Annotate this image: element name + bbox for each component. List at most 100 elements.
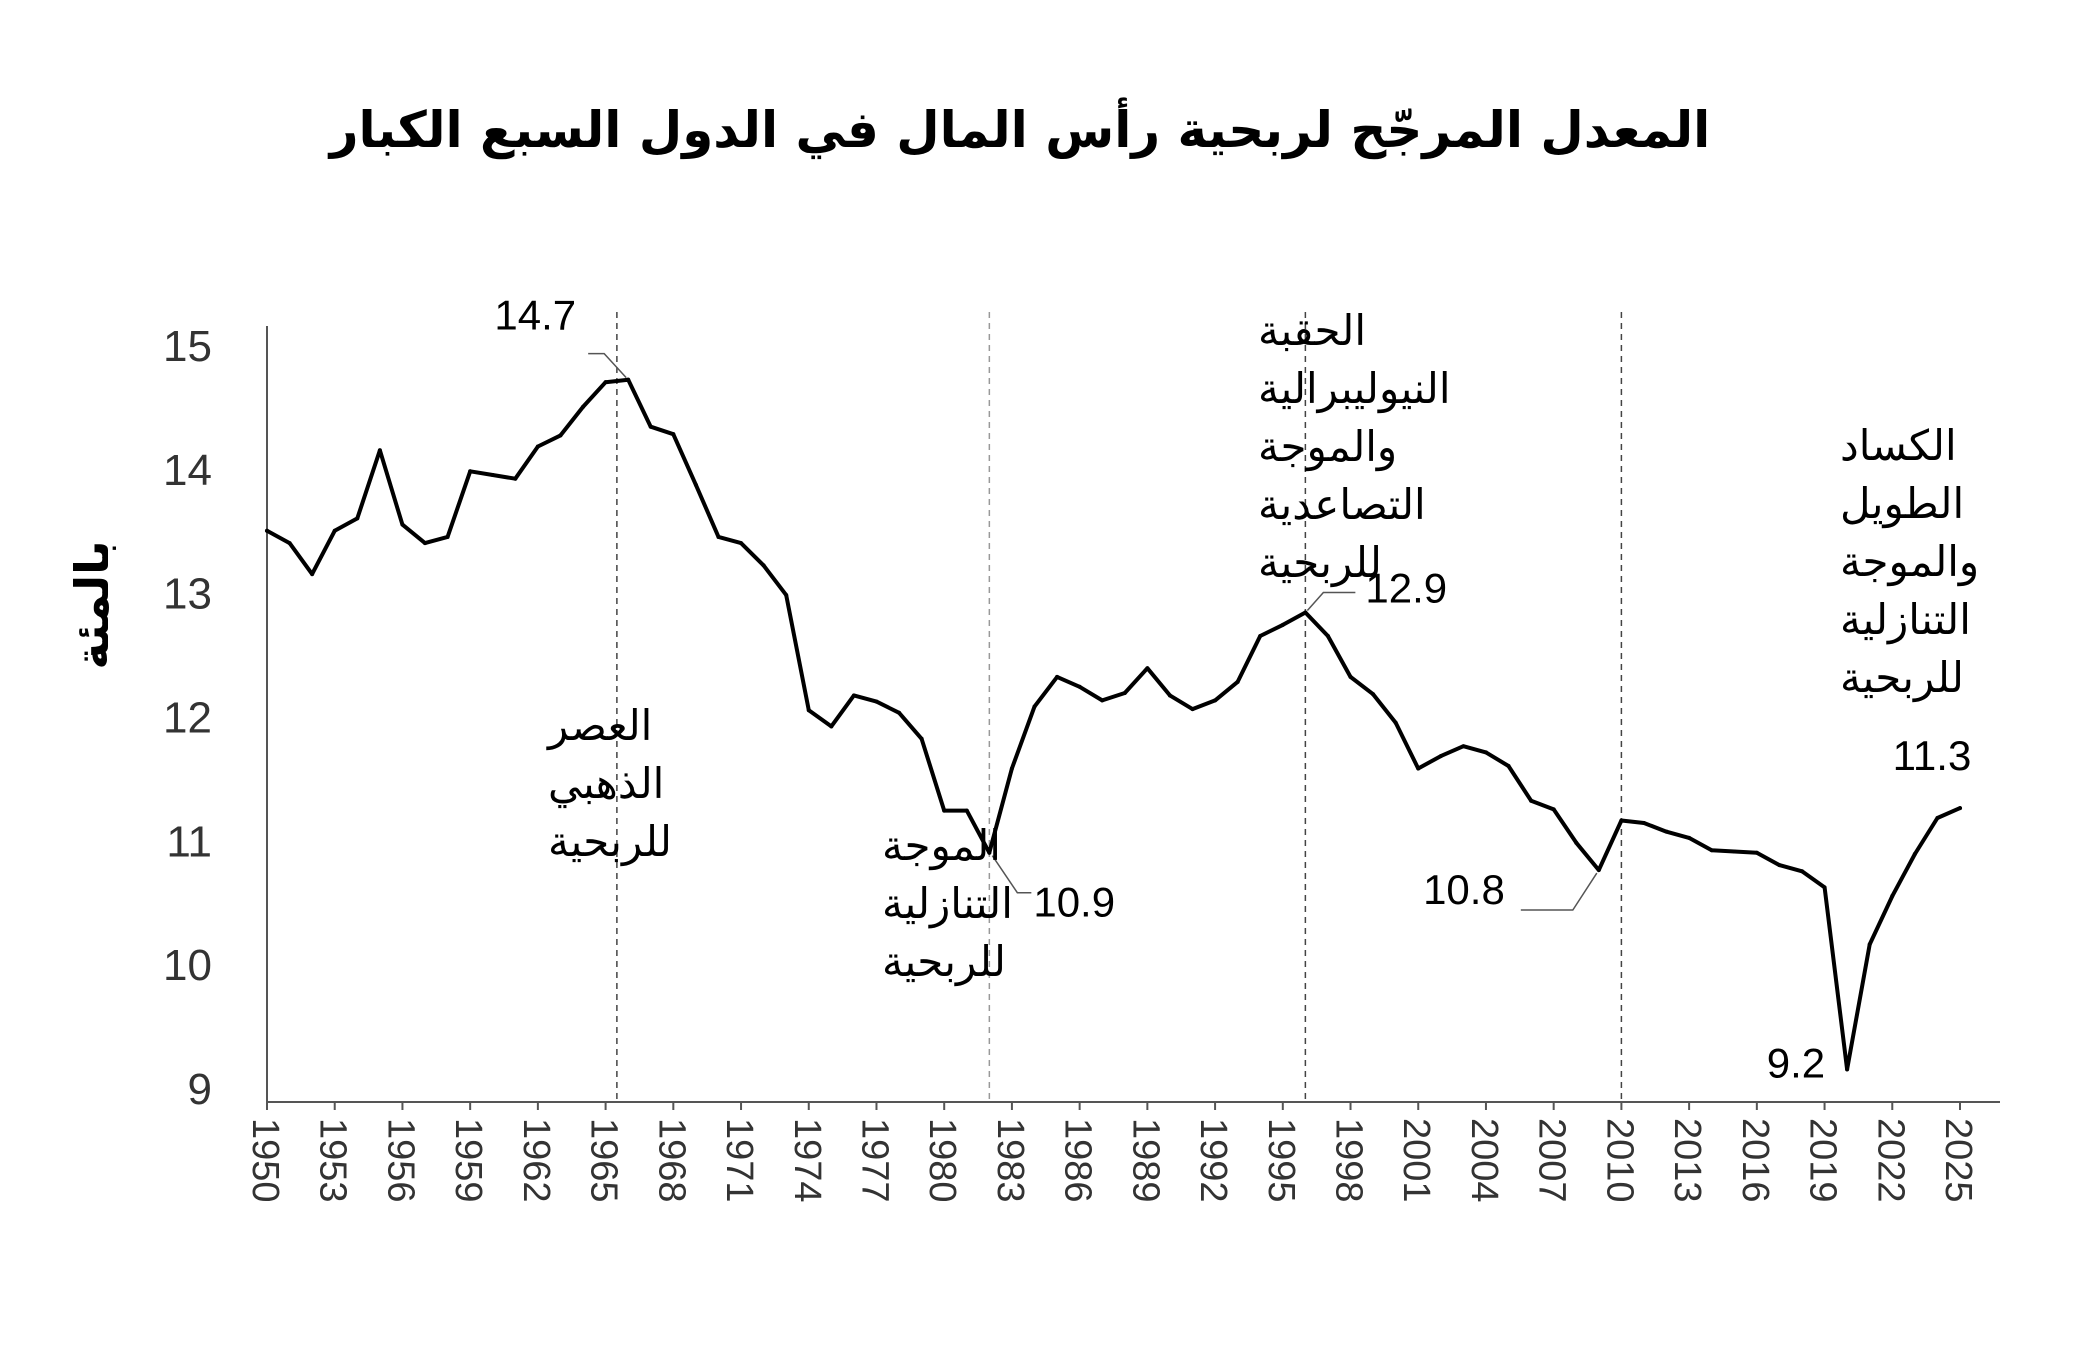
- x-tick-label: 1986: [1057, 1118, 1099, 1203]
- data-point: [1551, 807, 1556, 812]
- data-point: [1055, 674, 1060, 679]
- data-point: [1416, 766, 1421, 771]
- data-label-leader: [991, 855, 1032, 894]
- era-label-line: للربحية: [548, 817, 672, 866]
- y-tick-label: 15: [163, 322, 212, 371]
- x-tick-label: 1956: [379, 1118, 421, 1203]
- y-axis-label: بالمئة: [65, 540, 119, 669]
- data-point: [1122, 690, 1127, 695]
- data-point: [1371, 692, 1376, 697]
- x-tick-label: 1977: [853, 1118, 895, 1203]
- data-point: [1867, 942, 1872, 947]
- era-label: الكساد الطويل والموجة التنازلية للربحية: [1840, 421, 1979, 702]
- data-point: [964, 808, 969, 813]
- data-point: [1145, 666, 1150, 671]
- era-label-line: الطويل: [1840, 479, 1964, 528]
- data-point: [1483, 750, 1488, 755]
- era-dividers: [616, 312, 1623, 1102]
- y-tick-labels: 9 10 11 12 13 14 15: [163, 322, 212, 1114]
- data-label-leader: [1520, 872, 1598, 911]
- data-point: [1754, 850, 1759, 855]
- data-point: [1325, 634, 1330, 639]
- label-leaders: [588, 352, 1598, 911]
- era-label-line: التنازلية: [882, 879, 1013, 928]
- data-point: [310, 572, 315, 577]
- x-tick-label: 1950: [244, 1118, 286, 1203]
- data-point: [919, 736, 924, 741]
- data-point: [558, 433, 563, 438]
- data-point: [1213, 698, 1218, 703]
- data-point: [1619, 818, 1624, 823]
- y-tick-label: 10: [163, 941, 212, 990]
- data-point: [761, 563, 766, 568]
- data-point: [445, 534, 450, 539]
- data-point: [603, 380, 608, 385]
- data-point: [739, 541, 744, 546]
- x-tick-label: 2022: [1869, 1118, 1911, 1203]
- x-tick-label: 1995: [1260, 1118, 1302, 1203]
- data-point: [1100, 698, 1105, 703]
- y-tick-label: 11: [166, 817, 212, 866]
- data-point: [1935, 816, 1940, 821]
- data-point: [1664, 829, 1669, 834]
- era-label-line: للربحية: [1840, 653, 1964, 702]
- data-point: [851, 693, 856, 698]
- data-label: 10.8: [1423, 866, 1505, 913]
- data-point: [1912, 851, 1917, 856]
- data-point: [1732, 849, 1737, 854]
- x-tick-label: 2004: [1463, 1118, 1505, 1203]
- era-annotations: العصر الذهبي للربحية الموجة التنازلية للربحية…: [546, 306, 1979, 986]
- data-point: [1822, 885, 1827, 890]
- era-label-line: الذهبي: [548, 759, 664, 809]
- y-tick-label: 9: [188, 1065, 212, 1114]
- data-point: [942, 808, 947, 813]
- data-point: [1958, 806, 1962, 811]
- era-label-line: والموجة: [1258, 422, 1397, 471]
- data-point: [332, 528, 337, 533]
- data-labels: 14.7 10.9 12.9 10.8 9.2 11.3: [494, 292, 1971, 1087]
- x-tick-label: 1968: [650, 1118, 692, 1203]
- x-tick-label: 1980: [921, 1118, 963, 1203]
- data-point: [513, 476, 518, 481]
- data-point: [1235, 679, 1240, 684]
- era-label: الموجة التنازلية للربحية: [882, 821, 1013, 986]
- data-point: [1529, 798, 1534, 803]
- era-label-line: للربحية: [1258, 538, 1382, 587]
- era-label-line: العصر: [546, 701, 652, 750]
- data-point: [1845, 1067, 1850, 1072]
- data-point: [897, 710, 902, 715]
- data-point: [1890, 894, 1895, 899]
- data-point: [423, 541, 428, 546]
- x-tick-label: 1998: [1328, 1118, 1370, 1203]
- data-point: [1348, 674, 1353, 679]
- data-point: [1506, 764, 1511, 769]
- data-point: [1190, 707, 1195, 712]
- series-line: [265, 377, 1962, 1072]
- data-point: [1687, 835, 1692, 840]
- data-point: [1641, 820, 1646, 825]
- series-points: [265, 377, 1962, 1072]
- x-tick-label: 1953: [312, 1118, 354, 1203]
- era-label-line: الكساد: [1840, 421, 1957, 470]
- data-label: 14.7: [494, 292, 576, 339]
- era-label: الحقبة النيوليبرالية والموجة التصاعدية للربح…: [1258, 306, 1451, 587]
- era-label-line: التصاعدية: [1258, 480, 1426, 529]
- y-tick-label: 12: [163, 694, 212, 743]
- data-point: [648, 424, 653, 429]
- data-point: [1077, 684, 1082, 689]
- data-point: [377, 448, 382, 453]
- data-point: [693, 482, 698, 487]
- era-label-line: التنازلية: [1840, 595, 1971, 644]
- x-tick-label: 2019: [1802, 1118, 1844, 1203]
- data-point: [265, 528, 269, 533]
- data-point: [716, 534, 721, 539]
- chart-title: المعدل المرجّح لربحية رأس المال في الدول…: [327, 97, 1711, 160]
- data-point: [1799, 869, 1804, 874]
- data-point: [1167, 693, 1172, 698]
- data-point: [1393, 720, 1398, 725]
- y-tick-label: 13: [163, 570, 212, 619]
- data-point: [784, 593, 789, 598]
- data-point: [626, 377, 631, 382]
- data-point: [490, 473, 495, 478]
